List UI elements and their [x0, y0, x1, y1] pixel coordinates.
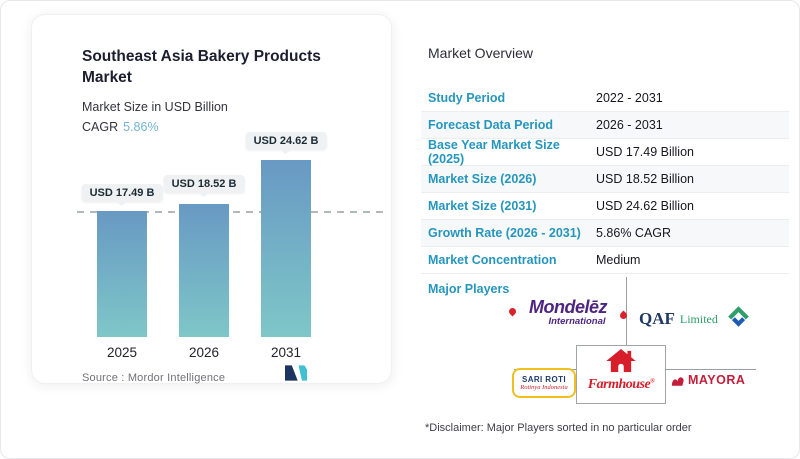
- overview-title: Market Overview: [428, 45, 534, 61]
- sari-roti-logo: SARI ROTI Rotinya Indonesia: [512, 368, 576, 398]
- row-label: Study Period: [428, 91, 506, 105]
- row-label: Growth Rate (2026 - 2031): [428, 226, 581, 240]
- farmhouse-house-icon: [606, 349, 636, 373]
- table-row: Study Period 2022 - 2031: [421, 85, 789, 112]
- mayora-emblem-icon: [671, 376, 684, 386]
- bar-value-label-2025: USD 17.49 B: [81, 184, 163, 202]
- row-label: Market Size (2026): [428, 172, 537, 186]
- cagr-label: CAGR: [82, 120, 119, 134]
- bar-value-label-2031: USD 24.62 B: [245, 132, 327, 150]
- row-value: Medium: [596, 253, 641, 267]
- qaf-diamond-icon: [726, 304, 751, 334]
- farmhouse-logo: Farmhouse®: [576, 345, 666, 404]
- sari-roti-name: SARI ROTI: [521, 375, 567, 384]
- row-value: USD 24.62 Billion: [596, 199, 694, 213]
- mondelez-logo: Mondelēz International: [507, 297, 629, 327]
- row-label: Base Year Market Size (2025): [428, 138, 560, 166]
- x-axis-label-2025: 2025: [106, 345, 138, 360]
- cagr-value: 5.86%: [123, 120, 159, 134]
- row-label: Forecast Data Period: [428, 118, 554, 132]
- x-axis-label-2031: 2031: [270, 345, 302, 360]
- overview-table: Study Period 2022 - 2031 Forecast Data Pe…: [421, 85, 789, 274]
- mondelez-sub: International: [548, 316, 606, 327]
- table-row: Base Year Market Size (2025) USD 17.49 Bi…: [421, 138, 789, 166]
- row-value: 5.86% CAGR: [596, 226, 672, 240]
- source-attribution: Source : Mordor Intelligence: [82, 372, 226, 384]
- mondelez-name: Mondelēz: [528, 297, 608, 317]
- row-value: 2026 - 2031: [596, 118, 663, 132]
- mordor-intelligence-logo-icon: [285, 365, 307, 386]
- table-row: Forecast Data Period 2026 - 2031: [421, 112, 789, 139]
- bar-2031: [261, 160, 311, 337]
- table-row: Market Concentration Medium: [421, 247, 789, 274]
- qaf-name: QAF: [639, 309, 675, 328]
- chart-subtitle: Market Size in USD Billion: [82, 100, 228, 114]
- table-row: Market Size (2026) USD 18.52 Billion: [421, 166, 789, 193]
- players-connector-vertical: [626, 277, 627, 346]
- mayora-logo: MAYORA: [671, 373, 745, 387]
- table-row: Growth Rate (2026 - 2031) 5.86% CAGR: [421, 220, 789, 247]
- chart-title: Southeast Asia Bakery Products Market: [82, 48, 321, 86]
- row-value: USD 18.52 Billion: [596, 172, 694, 186]
- x-axis-label-2026: 2026: [188, 345, 220, 360]
- bar-value-label-2026: USD 18.52 B: [163, 175, 245, 193]
- sari-roti-sub: Rotinya Indonesia: [520, 384, 568, 391]
- disclaimer-text: *Disclaimer: Major Players sorted in no …: [425, 422, 692, 434]
- qaf-logo: QAF Limited: [639, 304, 751, 334]
- row-label: Market Concentration: [428, 253, 557, 267]
- table-row: Market Size (2031) USD 24.62 Billion: [421, 193, 789, 220]
- market-chart-card: Southeast Asia Bakery Products Market Ma…: [31, 14, 392, 384]
- row-value: USD 17.49 Billion: [596, 145, 694, 159]
- row-value: 2022 - 2031: [596, 91, 663, 105]
- bar-2025: [97, 211, 147, 337]
- reference-dashed-line: [77, 211, 384, 213]
- bar-2026: [179, 204, 229, 337]
- mayora-name: MAYORA: [688, 373, 746, 387]
- row-label: Market Size (2031): [428, 199, 537, 213]
- qaf-sub: Limited: [679, 311, 718, 326]
- bar-chart: USD 17.49 B USD 18.52 B USD 24.62 B 2025…: [77, 132, 387, 360]
- farmhouse-name: Farmhouse®: [587, 377, 655, 392]
- major-players-label: Major Players: [428, 282, 510, 296]
- cagr-line: CAGR 5.86%: [82, 120, 159, 134]
